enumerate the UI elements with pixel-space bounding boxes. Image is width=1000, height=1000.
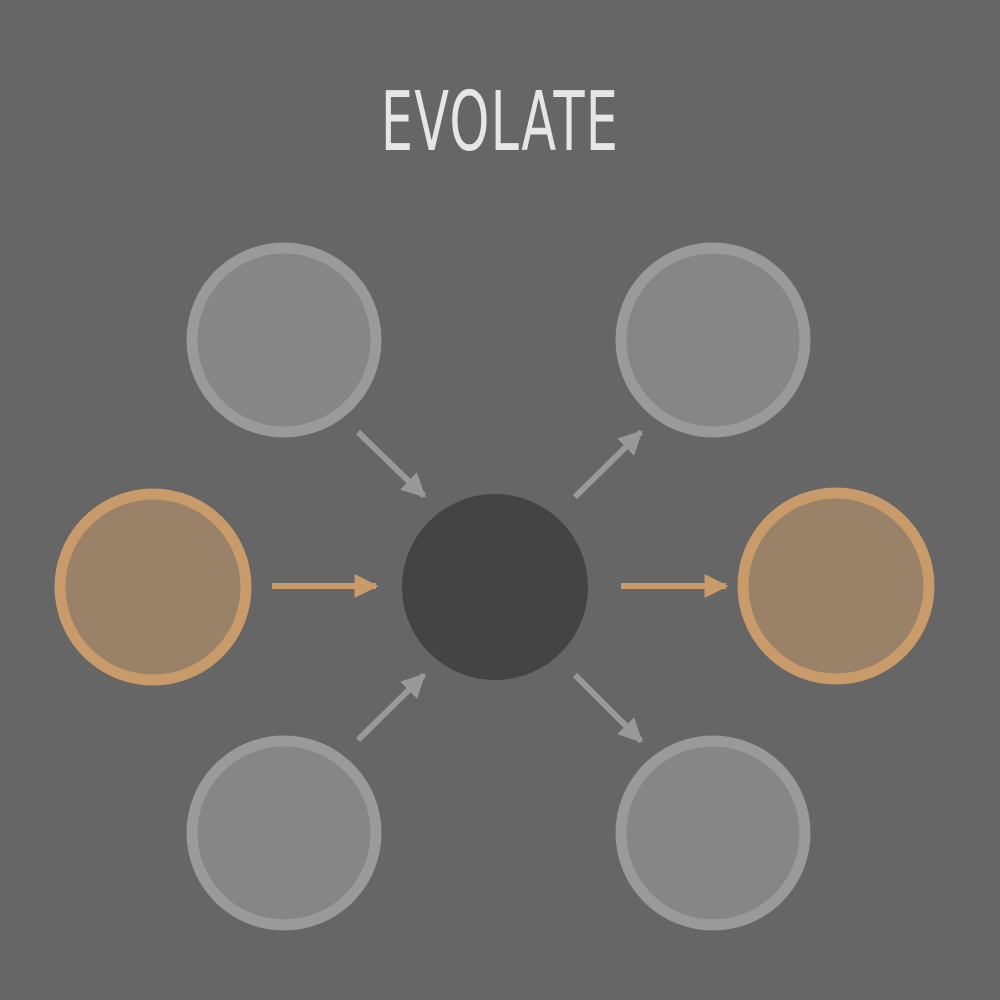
diagram-title: EVOLATE	[380, 75, 620, 170]
node-center	[402, 494, 588, 680]
arrow-center-to-top-right	[572, 429, 644, 500]
node-input-top-left	[186, 242, 382, 438]
node-input-bottom-left	[186, 735, 382, 931]
node-output-bottom-right	[615, 735, 811, 931]
node-output-middle-right	[737, 487, 935, 685]
arrow-bottom-left-to-center	[355, 672, 427, 743]
arrow-center-to-bottom-right	[572, 672, 644, 744]
arrow-top-left-to-center	[355, 429, 427, 499]
node-output-top-right	[615, 242, 811, 438]
node-input-middle-left	[54, 488, 252, 686]
